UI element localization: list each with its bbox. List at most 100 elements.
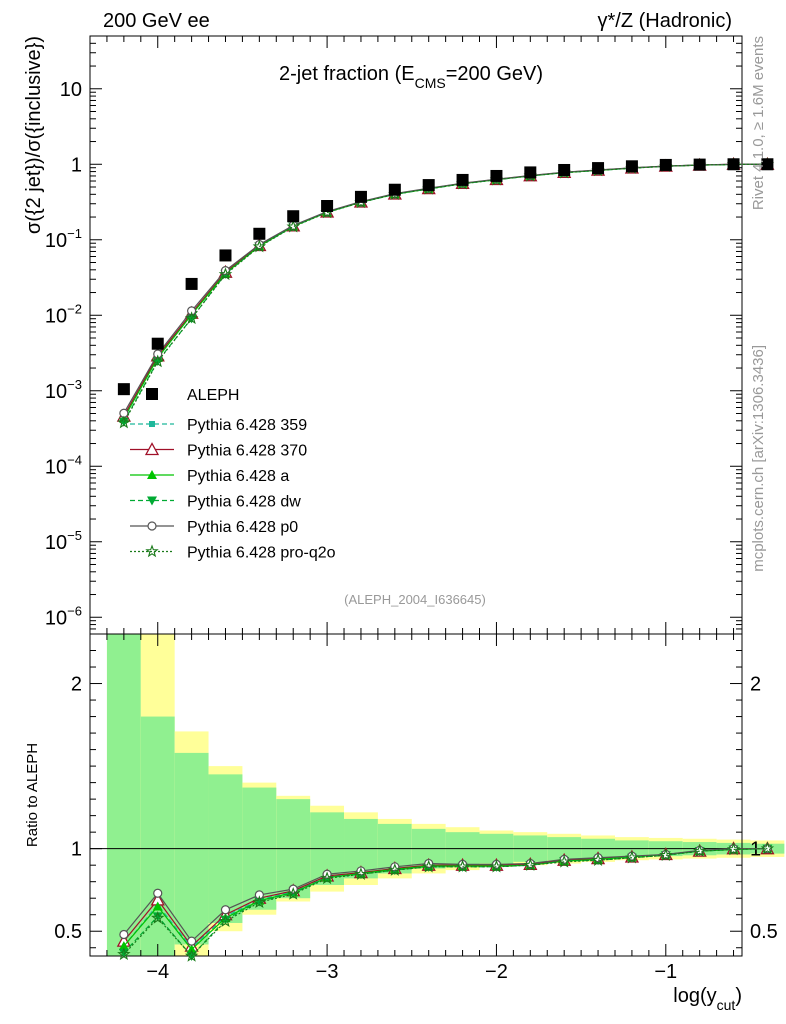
x-tick-label: −3 [316,961,339,983]
aleph-data-point [761,158,774,171]
series-point-main [286,219,300,233]
series-line-main [123,163,768,417]
y-axis-title: σ({2 jet})/σ({inclusive}) [23,36,45,234]
series-point-main [117,415,131,429]
series-point-ratio [557,854,571,868]
series-line-ratio [123,848,768,949]
series-point-ratio [153,888,163,898]
y-tick-label-base: 1 [71,154,82,176]
x-axis-title-sub: cut [717,997,736,1013]
legend: ALEPH Pythia 6.428 359 Pythia 6.428 370 Pyt… [130,387,336,562]
series-point-ratio [152,901,163,911]
y-tick-label-exponent: −1 [67,226,82,241]
aleph-data-point [524,166,537,179]
series-point-main [184,311,199,325]
y-tick-label-exponent: −2 [67,301,82,316]
legend-label: ALEPH [187,387,239,404]
series-point-ratio [354,867,368,880]
series-point-ratio [254,897,265,907]
series-point-ratio [252,895,267,909]
legend-entry-aleph: ALEPH [146,387,239,404]
series-line-main [123,163,768,414]
series-point-main [187,306,197,316]
chart-title-main: 2-jet fraction (E [279,63,415,85]
aleph-data-point [558,163,571,176]
ratio-tick-label: 1 [71,839,82,861]
aleph-data-point [456,173,469,186]
series-point-ratio [286,886,300,900]
aleph-data-point [219,249,232,262]
series-point-ratio [117,947,131,961]
legend-label: Pythia 6.428 370 [187,443,307,460]
y-tick-label: 10−5 [45,528,82,554]
mcplots-label: mcplots.cern.ch [arXiv:1306.3436] [750,345,767,572]
legend-label: Pythia 6.428 pro-q2o [187,545,336,562]
aleph-data-point [422,179,435,192]
aleph-data-point [151,337,164,350]
series-point-ratio [152,912,163,922]
series-point-ratio [388,863,402,876]
y-tick-label: 10−3 [45,377,82,403]
series-point-ratio [220,915,231,925]
series-point-ratio [187,936,197,946]
ratio-tick-label-right: 0.5 [750,921,778,943]
aleph-data-point [693,158,706,171]
series-line-main [123,163,768,419]
series-point-ratio [489,859,504,873]
x-tick-label: −2 [485,961,508,983]
series-point-ratio [760,841,775,855]
series-line-main [123,163,768,423]
series-point-ratio [625,850,639,864]
x-axis-title: log(ycut) [673,985,742,1013]
y-tick-label-base: 10 [45,607,67,629]
y-tick-label: 10−6 [45,603,82,629]
legend-label: Pythia 6.428 p0 [187,519,298,536]
y-tick-label-base: 10 [60,79,82,101]
x-axis-title-main: log(y [673,985,716,1007]
y-tick-label-base: 10 [45,381,67,403]
series-point-ratio [523,858,538,871]
y-tick-label-base: 10 [45,532,67,554]
series-point-main [218,267,233,281]
series-point-ratio [186,944,197,954]
legend-label: Pythia 6.428 359 [187,417,307,434]
data-series [116,156,775,962]
series-point-ratio [119,929,129,940]
y-tick-label-base: 10 [45,230,67,252]
legend-entry: Pythia 6.428 pro-q2o [130,544,336,562]
ratio-tick-label: 0.5 [54,921,82,943]
header-right: γ*/Z (Hadronic) [598,10,732,32]
ratio-tick-label-right: 1 [750,839,761,861]
aleph-data-point [592,162,605,175]
band-inner-bin [106,634,141,956]
series-point-ratio [421,859,436,873]
y-tick-label-exponent: −3 [67,377,82,392]
header-left: 200 GeV ee [103,10,210,32]
legend-label: Pythia 6.428 a [187,468,289,485]
series-line-ratio [123,848,768,957]
series-line-main [123,163,768,423]
legend-marker [147,496,157,506]
legend-marker [147,470,157,479]
legend-marker [144,442,160,456]
series-point-main [153,349,163,359]
y-tick-label-exponent: −6 [67,603,82,618]
chart-title: 2-jet fraction (ECMS=200 GeV) [279,63,543,91]
ratio-tick-label: 2 [71,674,82,696]
legend-marker [149,421,155,427]
ratio-tick-label-right: 2 [750,674,761,696]
y-tick-label-base: 10 [45,456,67,478]
ratio-uncertainty-bands [106,634,785,956]
aleph-data-point [727,158,740,171]
legend-marker [147,521,157,531]
y-tick-label-base: 10 [45,305,67,327]
chart-title-sub: CMS [415,75,446,91]
y-tick-label-exponent: −5 [67,528,82,543]
series-point-ratio [118,941,129,951]
series-point-ratio [591,853,605,866]
y-tick-label: 1 [71,154,82,176]
series-point-main [252,239,267,253]
series-point-ratio [455,859,470,873]
legend-marker [146,388,158,400]
